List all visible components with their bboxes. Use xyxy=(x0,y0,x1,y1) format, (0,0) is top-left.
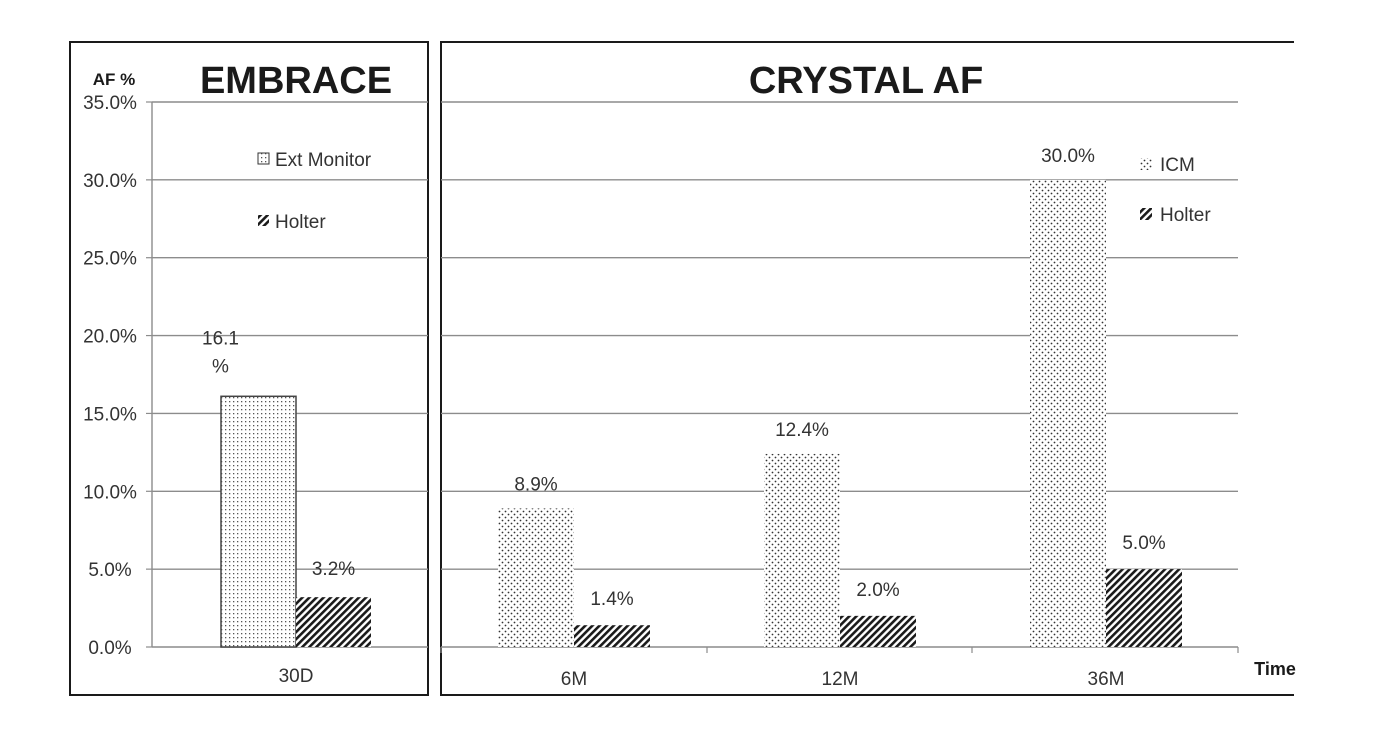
legend-swatch-holter xyxy=(1140,208,1152,220)
y-tick-label: 5.0% xyxy=(88,560,131,581)
legend-label-holter: Holter xyxy=(1160,205,1211,226)
y-tick-label: 15.0% xyxy=(83,404,137,425)
data-label: 3.2% xyxy=(312,559,355,580)
bars: 16.1% 3.2% 8.9% 1.4% 12.4% 2.0% 30.0% 5.0% xyxy=(202,146,1182,648)
bar xyxy=(220,395,297,648)
legend-label-holter: Holter xyxy=(275,212,326,233)
bar xyxy=(764,453,840,647)
legend-swatch-icm xyxy=(1140,158,1152,170)
bar xyxy=(574,625,650,647)
y-axis-label: AF % xyxy=(93,70,136,89)
legend-swatch-ext-monitor xyxy=(257,152,270,165)
data-label: 30.0% xyxy=(1041,146,1095,167)
data-label: 12.4% xyxy=(775,420,829,441)
y-tick-label: 30.0% xyxy=(83,171,137,192)
x-axis-label: Time xyxy=(1254,659,1296,679)
bar xyxy=(1106,569,1182,647)
y-tick-label: 35.0% xyxy=(83,93,137,114)
crystal-legend: ICM Holter xyxy=(1140,155,1211,226)
embrace-panel-frame xyxy=(69,41,429,696)
x-tick-label: 30D xyxy=(279,666,314,687)
y-tick-label: 10.0% xyxy=(83,482,137,503)
y-tick-label: 25.0% xyxy=(83,249,137,270)
legend-label-icm: ICM xyxy=(1160,155,1195,176)
data-label: 2.0% xyxy=(856,580,899,601)
legend-swatch-holter xyxy=(258,215,269,226)
right-edge-mask xyxy=(1294,0,1375,735)
legend-label-ext-monitor: Ext Monitor xyxy=(275,150,372,171)
bar xyxy=(840,615,916,647)
data-label: 8.9% xyxy=(514,474,557,495)
x-tick-label: 6M xyxy=(561,669,587,690)
embrace-legend: Ext Monitor Holter xyxy=(257,150,372,233)
y-tick-label: 20.0% xyxy=(83,327,137,348)
bar xyxy=(1030,179,1106,647)
bar xyxy=(498,508,574,647)
data-label: % xyxy=(212,356,229,377)
data-label: 5.0% xyxy=(1122,533,1165,554)
crystal-title: CRYSTAL AF xyxy=(749,60,983,102)
bar xyxy=(296,597,371,647)
y-tick-label: 0.0% xyxy=(88,638,131,659)
embrace-title: EMBRACE xyxy=(200,60,392,102)
data-label: 16.1 xyxy=(202,328,239,349)
x-tick-label: 36M xyxy=(1088,669,1125,690)
data-label: 1.4% xyxy=(590,589,633,610)
x-tick-label: 12M xyxy=(822,669,859,690)
